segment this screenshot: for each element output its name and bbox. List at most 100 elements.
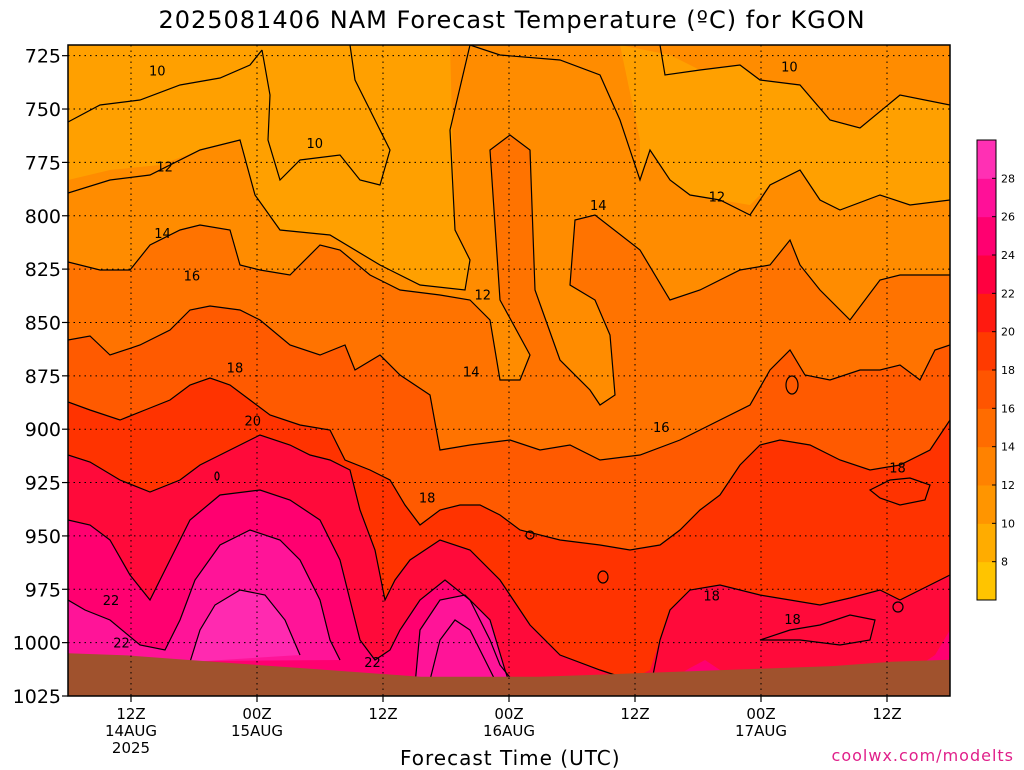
contour-label: 22 [103,594,120,609]
colorbar-label: 10 [1001,517,1015,530]
x-tick-date: 16AUG [483,722,535,740]
y-tick-label: 725 [25,46,61,68]
contour-line [68,377,950,551]
contour-line [868,477,931,506]
colorbar-swatch [977,408,996,448]
contour-label: 10 [149,65,166,80]
contour-line [525,530,535,540]
y-tick-label: 1025 [13,686,61,708]
x-tick-label: 00Z [746,705,775,723]
colorbar: 8 10 12 14 16 18 20 22 24 26 28 [976,139,1015,601]
colorbar-swatch [977,178,996,218]
contour-label: 16 [653,421,670,436]
colorbar-label: 14 [1001,441,1015,454]
colorbar-label: 20 [1001,326,1015,339]
x-tick-date: 17AUG [735,722,787,740]
y-tick-label: 800 [25,206,61,228]
y-tick-label: 950 [25,526,61,548]
vertical-gridlines [130,45,888,696]
x-tick-date: 15AUG [231,722,283,740]
contour-labels: 10 10 10 12 12 12 14 14 14 16 16 18 18 18 18 18 20 22 22 22 [103,60,906,671]
colorbar-label: 22 [1001,287,1015,300]
y-tick-label: 925 [25,473,61,495]
contour-line [68,134,950,406]
colorbar-label: 18 [1001,364,1015,377]
colorbar-swatch [977,523,996,563]
colorbar-label: 12 [1001,479,1015,492]
chart-title: 2025081406 NAM Forecast Temperature (ºC)… [158,6,866,34]
colorbar-swatch [977,331,996,371]
contour-line [649,574,950,691]
x-tick-label: 12Z [872,705,901,723]
y-tick-label: 975 [25,579,61,601]
x-tick-label: 12Z [620,705,649,723]
contour-label: 10 [306,137,323,152]
contour-lines [68,45,950,691]
contour-line [597,570,609,584]
contour-label: 16 [184,270,201,285]
credit-link[interactable]: coolwx.com/modelts [831,746,1014,765]
colorbar-swatch [977,255,996,294]
contour-line [892,601,904,613]
colorbar-swatch [977,370,996,409]
colorbar-swatch [977,485,996,524]
x-tick-label: 12Z [116,705,145,723]
colorbar-swatch [977,446,996,486]
contour-label: 20 [245,415,262,430]
contour-label: 18 [784,613,801,628]
colorbar-label: 8 [1001,556,1008,569]
contour-line [68,305,950,461]
colorbar-label: 24 [1001,249,1015,262]
contour-label: 22 [113,637,130,652]
x-tick-label: 00Z [242,705,271,723]
x-tick-date: 14AUG [105,722,157,740]
contour-line [659,45,950,129]
contour-label: 18 [227,361,244,376]
y-tick-label: 1000 [13,633,61,655]
contour-line [469,45,950,216]
ground-fill [68,653,950,696]
contour-label: 18 [419,491,436,506]
y-tick-label: 825 [25,259,61,281]
contour-line [68,529,341,661]
contour-label: 18 [703,590,720,605]
colorbar-swatch [977,561,996,601]
y-tick-label: 900 [25,419,61,441]
contour-label: 12 [709,191,726,206]
colorbar-swatch [977,216,996,256]
contour-line [68,45,471,291]
contour-line [214,471,220,481]
contour-label: 12 [156,161,173,176]
colorbar-swatch [977,293,996,333]
contour-line [189,589,301,663]
colorbar-label: 16 [1001,402,1015,415]
contour-line [68,49,263,123]
contour-label: 10 [781,60,798,75]
x-axis-title: Forecast Time (UTC) [400,746,621,770]
contour-line [414,594,511,686]
contour-label: 14 [590,199,607,214]
y-tick-label: 875 [25,366,61,388]
x-tick-year: 2025 [112,739,150,757]
contour-line [759,614,876,646]
contour-line [429,619,496,681]
contour-line [68,434,631,681]
contour-label: 14 [154,227,171,242]
colorbar-swatch [977,140,996,179]
y-axis-ticks: 725 750 775 800 825 850 875 900 925 950 975 1000 102… [13,46,68,708]
colorbar-label: 26 [1001,211,1015,224]
y-tick-label: 850 [25,312,61,334]
y-tick-label: 750 [25,99,61,121]
x-tick-label: 12Z [368,705,397,723]
contour-label: 22 [364,656,381,671]
contour-label: 14 [463,366,480,381]
band-26 [190,590,300,662]
contour-line [261,45,391,186]
contour-label: 12 [474,289,491,304]
contour-line [68,489,521,691]
colorbar-label: 28 [1001,172,1015,185]
x-tick-label: 00Z [494,705,523,723]
plot-area: 10 10 10 12 12 12 14 14 14 16 16 18 18 18 18 18 20 22 22 22 [68,45,950,696]
y-tick-label: 775 [25,152,61,174]
